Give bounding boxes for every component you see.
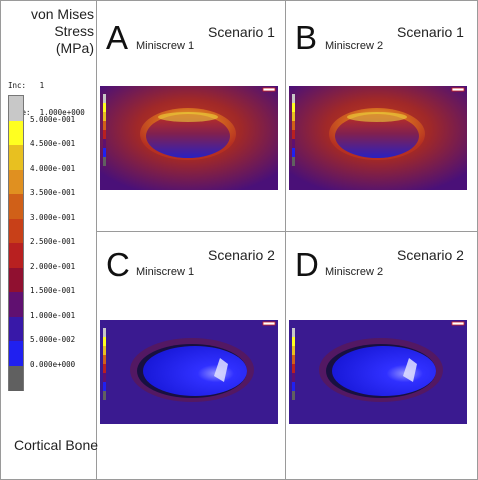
- legend-tick-label: 4.000e-001: [30, 163, 76, 173]
- mini-scale-swatch: [292, 382, 295, 391]
- divider-rows: [96, 231, 477, 232]
- legend-title: von Mises Stress (MPa): [31, 6, 94, 57]
- mini-scale-swatch: [103, 373, 106, 382]
- mini-scale-swatch: [103, 364, 106, 373]
- mini-scale-swatch: [103, 382, 106, 391]
- panel-b: B Miniscrew 2 Scenario 1: [285, 0, 473, 229]
- panel-letter: B: [295, 19, 318, 56]
- legend-swatch: [9, 341, 23, 366]
- mini-scale-swatch: [292, 337, 295, 346]
- mini-scale-swatch: [292, 130, 295, 139]
- panel-miniscrew-label: Miniscrew 1: [136, 266, 195, 278]
- panel-a: A Miniscrew 1 Scenario 1: [96, 0, 284, 229]
- mini-scale-swatch: [103, 94, 106, 103]
- mini-logo: [262, 321, 276, 326]
- inc-label: Inc:: [8, 81, 27, 90]
- legend-swatch: [9, 169, 23, 195]
- divider-legend: [96, 1, 97, 479]
- mini-logo: [451, 87, 465, 92]
- panel-miniscrew-label: Miniscrew 2: [325, 40, 384, 52]
- legend-tick-label: 1.500e-001: [30, 286, 76, 295]
- time-value: 1.000e+000: [39, 108, 85, 117]
- mini-scale-swatch: [292, 328, 295, 337]
- mini-scale-swatch: [292, 346, 295, 355]
- mini-scale-swatch: [292, 355, 295, 364]
- panel-scenario-label: Scenario 2: [208, 247, 275, 263]
- mini-scale-swatch: [292, 373, 295, 382]
- mini-scale-swatch: [292, 148, 295, 157]
- legend-swatch: [9, 267, 23, 293]
- legend-color-bar: [8, 95, 24, 391]
- legend-tick-label: 3.000e-001: [30, 212, 76, 222]
- mini-scale-swatch: [292, 391, 295, 400]
- panel-miniscrew-label: Miniscrew 2: [325, 266, 384, 278]
- legend-tick-label: 5.000e-002: [30, 335, 76, 344]
- panel-letter: C: [106, 246, 130, 283]
- mini-scale-swatch: [292, 139, 295, 148]
- mini-scale-swatch: [103, 346, 106, 355]
- mini-scale-swatch: [103, 139, 106, 148]
- legend-swatch: [9, 194, 23, 219]
- legend-tick-label: 5.000e-001: [30, 114, 76, 124]
- panel-c: C Miniscrew 1 Scenario 2: [96, 231, 284, 460]
- miniscrew-hole: [146, 114, 230, 158]
- mini-scale-swatch: [103, 103, 106, 112]
- legend-swatch: [9, 365, 23, 391]
- hole-top-highlight: [158, 112, 218, 122]
- mini-scale-swatch: [292, 121, 295, 130]
- panel-letter: D: [295, 246, 319, 283]
- panel-d: D Miniscrew 2 Scenario 2: [285, 231, 473, 460]
- mini-scale-swatch: [103, 130, 106, 139]
- panel-letter: A: [106, 19, 129, 56]
- mini-scale-swatch: [103, 328, 106, 337]
- legend-title-line: (MPa): [55, 40, 94, 56]
- mini-scale-swatch: [292, 157, 295, 166]
- mini-scale-swatch: [292, 103, 295, 112]
- mini-scale-swatch: [103, 112, 106, 121]
- mini-scale-swatch: [103, 391, 106, 400]
- mini-scale-swatch: [103, 148, 106, 157]
- miniscrew-hole: [143, 346, 247, 396]
- legend-title-line: von Mises: [30, 6, 94, 22]
- legend-title-line: Stress: [54, 23, 94, 39]
- mini-scale-swatch: [103, 355, 106, 364]
- mini-scale-swatch: [292, 364, 295, 373]
- legend-tick-label: 1.000e-001: [30, 310, 76, 320]
- legend-swatch: [9, 243, 23, 268]
- legend-swatch: [9, 292, 23, 317]
- legend-swatch: [9, 145, 23, 170]
- material-label: Cortical Bone: [14, 437, 99, 453]
- inc-value: 1: [39, 81, 45, 90]
- mini-scale-swatch: [292, 94, 295, 103]
- divider-columns: [285, 1, 286, 479]
- stress-contour-plot: [289, 86, 467, 190]
- mini-logo: [451, 321, 465, 326]
- mini-logo: [262, 87, 276, 92]
- legend-swatch: [9, 96, 23, 121]
- miniscrew-hole: [335, 114, 419, 158]
- legend-tick-label: 0.000e+000: [30, 359, 76, 369]
- panel-miniscrew-label: Miniscrew 1: [136, 40, 195, 52]
- mini-scale-swatch: [103, 157, 106, 166]
- miniscrew-hole: [332, 346, 436, 396]
- mini-scale-swatch: [103, 337, 106, 346]
- hole-highlight: [214, 358, 228, 382]
- mini-scale-swatch: [292, 112, 295, 121]
- legend-tick-label: 2.500e-001: [30, 237, 76, 246]
- stress-contour-plot: [100, 86, 278, 190]
- panel-scenario-label: Scenario 2: [397, 247, 464, 263]
- legend-tick-label: 2.000e-001: [30, 261, 76, 271]
- legend-swatch: [9, 218, 23, 244]
- legend-swatch: [9, 316, 23, 342]
- stress-contour-plot: [100, 320, 278, 424]
- panel-scenario-label: Scenario 1: [208, 24, 275, 40]
- hole-highlight: [403, 358, 417, 382]
- panel-scenario-label: Scenario 1: [397, 24, 464, 40]
- legend-tick-label: 3.500e-001: [30, 188, 76, 197]
- legend-tick-label: 4.500e-001: [30, 139, 76, 148]
- stress-contour-plot: [289, 320, 467, 424]
- hole-top-highlight: [347, 112, 407, 122]
- legend-swatch: [9, 120, 23, 146]
- mini-scale-swatch: [103, 121, 106, 130]
